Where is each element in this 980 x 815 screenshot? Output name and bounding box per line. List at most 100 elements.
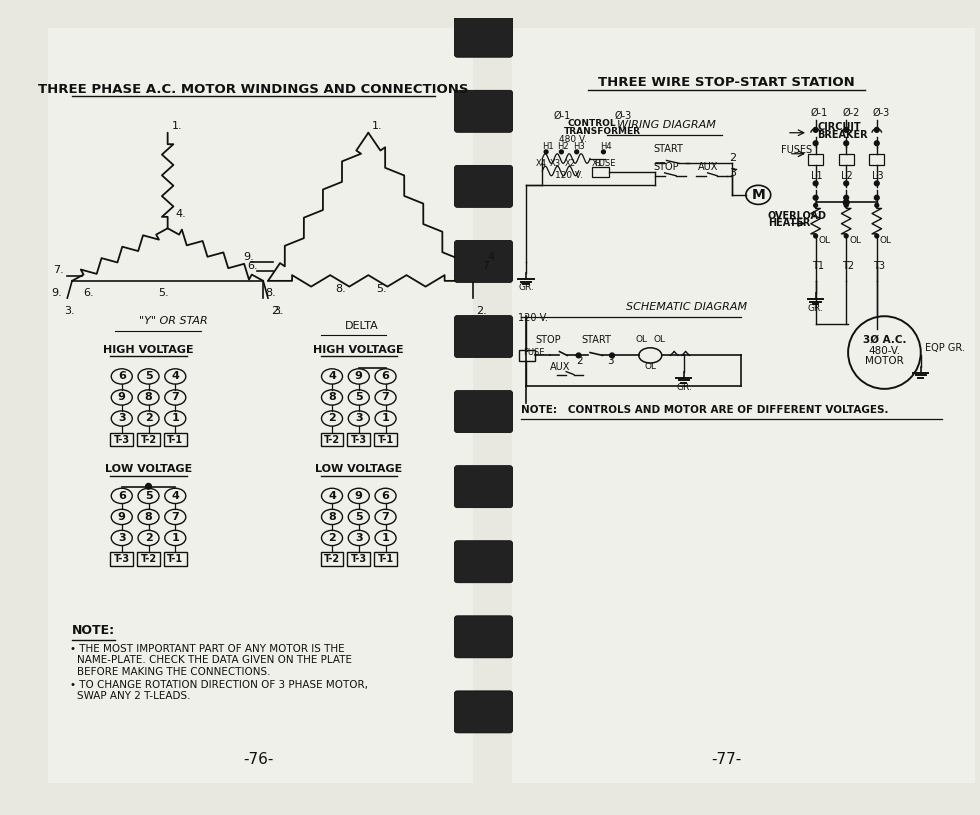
Text: X3: X3 bbox=[550, 159, 562, 168]
Text: LOW VOLTAGE: LOW VOLTAGE bbox=[105, 465, 192, 474]
Circle shape bbox=[875, 234, 879, 238]
Circle shape bbox=[845, 204, 848, 207]
Circle shape bbox=[146, 483, 151, 489]
Text: -77-: -77- bbox=[711, 751, 742, 766]
Text: 6: 6 bbox=[118, 372, 125, 381]
Text: T-3: T-3 bbox=[351, 554, 367, 564]
Text: 7: 7 bbox=[381, 512, 389, 522]
Circle shape bbox=[874, 141, 879, 146]
Text: OVERLOAD: OVERLOAD bbox=[768, 211, 827, 221]
Text: GR.: GR. bbox=[808, 305, 824, 314]
Text: OL: OL bbox=[636, 335, 648, 344]
Text: 2: 2 bbox=[328, 413, 336, 424]
FancyBboxPatch shape bbox=[48, 28, 473, 782]
Text: 5.: 5. bbox=[376, 284, 387, 294]
Circle shape bbox=[845, 234, 848, 238]
Text: 4: 4 bbox=[328, 372, 336, 381]
Text: 8: 8 bbox=[145, 393, 153, 403]
Text: 8: 8 bbox=[145, 512, 153, 522]
Text: OL: OL bbox=[849, 236, 861, 244]
Text: T-2: T-2 bbox=[324, 434, 340, 444]
Text: NAME-PLATE. CHECK THE DATA GIVEN ON THE PLATE: NAME-PLATE. CHECK THE DATA GIVEN ON THE … bbox=[76, 655, 352, 665]
Circle shape bbox=[560, 150, 563, 154]
Text: 2.: 2. bbox=[270, 306, 281, 316]
Text: DELTA: DELTA bbox=[344, 320, 378, 331]
Text: OL: OL bbox=[880, 236, 892, 244]
Circle shape bbox=[813, 127, 818, 132]
Text: GR.: GR. bbox=[518, 284, 534, 293]
FancyBboxPatch shape bbox=[512, 28, 975, 782]
Text: Ø-3: Ø-3 bbox=[873, 108, 890, 117]
Text: 3: 3 bbox=[355, 533, 363, 543]
Text: THREE PHASE A.C. MOTOR WINDINGS AND CONNECTIONS: THREE PHASE A.C. MOTOR WINDINGS AND CONN… bbox=[38, 83, 468, 96]
Text: 3Ø A.C.: 3Ø A.C. bbox=[862, 335, 906, 345]
Text: 9: 9 bbox=[118, 393, 125, 403]
Text: STOP: STOP bbox=[653, 162, 679, 172]
Text: 1.: 1. bbox=[172, 121, 182, 131]
Text: • THE MOST IMPORTANT PART OF ANY MOTOR IS THE: • THE MOST IMPORTANT PART OF ANY MOTOR I… bbox=[71, 644, 345, 654]
Text: NOTE:: NOTE: bbox=[73, 624, 116, 637]
Text: H1: H1 bbox=[542, 142, 554, 151]
Text: 7: 7 bbox=[381, 393, 389, 403]
Text: H4: H4 bbox=[600, 142, 612, 151]
Text: 3: 3 bbox=[118, 533, 125, 543]
Text: T-3: T-3 bbox=[351, 434, 367, 444]
Text: T-2: T-2 bbox=[140, 554, 157, 564]
Text: 120 V.: 120 V. bbox=[518, 313, 549, 323]
Text: 4.: 4. bbox=[488, 252, 499, 262]
Text: 5.: 5. bbox=[158, 289, 169, 298]
FancyBboxPatch shape bbox=[455, 691, 513, 733]
Text: 3: 3 bbox=[729, 168, 737, 178]
Circle shape bbox=[813, 141, 818, 146]
Text: T2: T2 bbox=[843, 262, 855, 271]
Text: AUX: AUX bbox=[698, 162, 718, 172]
Text: 6.: 6. bbox=[247, 262, 258, 271]
FancyBboxPatch shape bbox=[455, 165, 513, 207]
Circle shape bbox=[844, 181, 849, 186]
Text: 5: 5 bbox=[355, 393, 363, 403]
Text: 1.: 1. bbox=[372, 121, 383, 131]
Text: CONTROL: CONTROL bbox=[567, 119, 615, 128]
Text: AUX: AUX bbox=[550, 362, 570, 372]
Text: 4: 4 bbox=[172, 372, 179, 381]
Text: X4: X4 bbox=[536, 159, 547, 168]
Text: 6: 6 bbox=[118, 491, 125, 501]
Circle shape bbox=[575, 150, 578, 154]
FancyBboxPatch shape bbox=[455, 540, 513, 583]
Text: FUSES: FUSES bbox=[781, 145, 812, 155]
Text: M: M bbox=[752, 187, 765, 202]
Text: 7: 7 bbox=[172, 512, 179, 522]
Text: H2: H2 bbox=[558, 142, 569, 151]
Text: 4: 4 bbox=[328, 491, 336, 501]
FancyBboxPatch shape bbox=[455, 90, 513, 132]
Text: Ø-3: Ø-3 bbox=[614, 110, 632, 121]
Text: 1: 1 bbox=[172, 413, 179, 424]
Text: T-3: T-3 bbox=[114, 554, 129, 564]
Text: 3: 3 bbox=[608, 356, 613, 366]
Text: Ø-2: Ø-2 bbox=[843, 108, 859, 117]
Circle shape bbox=[576, 353, 581, 358]
Circle shape bbox=[610, 353, 614, 358]
Text: START: START bbox=[581, 335, 612, 345]
Text: LOW VOLTAGE: LOW VOLTAGE bbox=[316, 465, 403, 474]
Text: 6: 6 bbox=[381, 491, 389, 501]
Text: 2: 2 bbox=[145, 413, 153, 424]
Circle shape bbox=[844, 200, 849, 205]
Circle shape bbox=[844, 141, 849, 146]
Text: 8.: 8. bbox=[266, 289, 276, 298]
Text: NOTE:   CONTROLS AND MOTOR ARE OF DIFFERENT VOLTAGES.: NOTE: CONTROLS AND MOTOR ARE OF DIFFEREN… bbox=[521, 405, 889, 415]
Circle shape bbox=[874, 196, 879, 200]
Text: 3.: 3. bbox=[272, 306, 283, 316]
Text: 2: 2 bbox=[328, 533, 336, 543]
Circle shape bbox=[844, 196, 849, 200]
Text: 3.: 3. bbox=[65, 306, 75, 316]
Text: GR.: GR. bbox=[676, 383, 692, 392]
Text: 5: 5 bbox=[355, 512, 363, 522]
Text: START: START bbox=[653, 143, 683, 154]
Text: 1: 1 bbox=[381, 413, 389, 424]
Text: T1: T1 bbox=[811, 262, 824, 271]
Text: OL: OL bbox=[653, 335, 665, 344]
Circle shape bbox=[544, 150, 548, 154]
Text: 2: 2 bbox=[145, 533, 153, 543]
Text: L2: L2 bbox=[842, 170, 854, 181]
